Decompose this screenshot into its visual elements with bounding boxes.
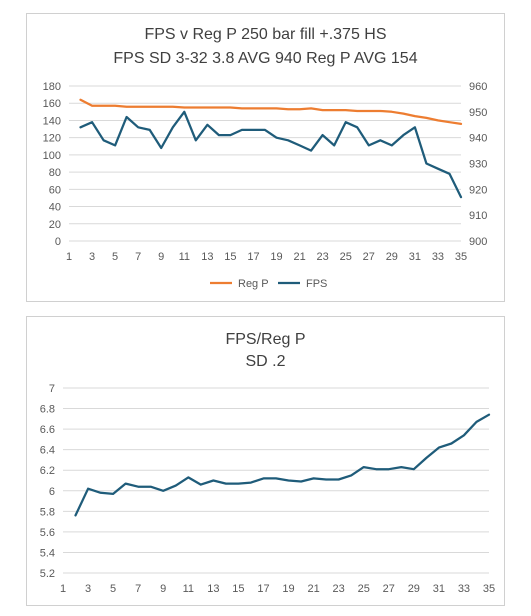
chart-1-plot: 0 20 40 60 80 100 120 140 160 180 900 910 920 930 940 9… bbox=[43, 81, 488, 290]
x-tick-label: 15 bbox=[232, 583, 244, 595]
y2-tick-label: 920 bbox=[469, 184, 487, 196]
x-tick-label: 5 bbox=[112, 251, 118, 263]
x-tick-label: 1 bbox=[66, 251, 72, 263]
x-tick-label: 27 bbox=[363, 251, 375, 263]
y-tick-label: 120 bbox=[43, 133, 61, 145]
series-line-fps bbox=[79, 110, 463, 199]
y-tick-label: 6 bbox=[49, 486, 55, 498]
x-tick-label: 17 bbox=[247, 251, 259, 263]
x-tick-label: 11 bbox=[179, 251, 190, 263]
x-tick-label: 17 bbox=[257, 583, 269, 595]
x-tick-label: 25 bbox=[358, 583, 370, 595]
y2-tick-label: 940 bbox=[469, 133, 487, 145]
x-tick-label: 21 bbox=[293, 251, 305, 263]
chart-title-line-1: FPS v Reg P 250 bar fill +.375 HS bbox=[144, 26, 387, 43]
x-tick-label: 31 bbox=[433, 583, 445, 595]
x-tick-label: 13 bbox=[201, 251, 213, 263]
y-tick-label: 7 bbox=[49, 383, 55, 395]
chart-panel-fps-regp: FPS v Reg P 250 bar fill +.375 HS FPS SD… bbox=[26, 13, 505, 302]
y-tick-label: 140 bbox=[43, 115, 61, 127]
y-tick-label: 5.6 bbox=[40, 527, 55, 539]
x-tick-label: 9 bbox=[158, 251, 164, 263]
x-tick-label: 7 bbox=[135, 583, 141, 595]
x-tick-label: 23 bbox=[317, 251, 329, 263]
x-tick-label: 25 bbox=[340, 251, 352, 263]
y-tick-label: 5.2 bbox=[40, 568, 55, 580]
x-tick-label: 11 bbox=[183, 583, 194, 595]
x-tick-label: 19 bbox=[270, 251, 282, 263]
chart-panel-fps-ratio: FPS/Reg P SD .2 5.2 5.4 5.6 5.8 6 6.2 6.4 6.6 6.… bbox=[26, 316, 505, 606]
chart-title-line-2: FPS SD 3-32 3.8 AVG 940 Reg P AVG 154 bbox=[113, 50, 418, 67]
x-tick-label: 13 bbox=[207, 583, 219, 595]
x-tick-label: 35 bbox=[483, 583, 495, 595]
y-tick-label: 160 bbox=[43, 98, 61, 110]
x-tick-label: 31 bbox=[409, 251, 421, 263]
series-line-0 bbox=[74, 413, 491, 517]
y2-tick-label: 930 bbox=[469, 159, 487, 171]
chart-2-plot: 5.25.45.65.866.26.46.66.871 3 5 7 9 11 13 15 17 1… bbox=[40, 383, 495, 595]
legend-label-reg-p: Reg P bbox=[238, 278, 269, 290]
x-tick-label: 33 bbox=[432, 251, 444, 263]
y2-tick-label: 950 bbox=[469, 107, 487, 119]
y-tick-label: 5.4 bbox=[40, 547, 55, 559]
x-tick-label: 3 bbox=[85, 583, 91, 595]
chart-title-line-2: SD .2 bbox=[245, 353, 286, 370]
x-tick-label: 9 bbox=[160, 583, 166, 595]
y2-tick-label: 960 bbox=[469, 81, 487, 93]
y-tick-label: 0 bbox=[55, 236, 61, 248]
x-tick-label: 5 bbox=[110, 583, 116, 595]
y-tick-label: 5.8 bbox=[40, 506, 55, 518]
x-tick-label: 7 bbox=[135, 251, 141, 263]
x-tick-label: 33 bbox=[458, 583, 470, 595]
x-tick-label: 19 bbox=[282, 583, 294, 595]
x-tick-label: 29 bbox=[408, 583, 420, 595]
x-tick-label: 35 bbox=[455, 251, 467, 263]
y-tick-label: 6.8 bbox=[40, 404, 55, 416]
y-tick-label: 6.4 bbox=[40, 445, 55, 457]
x-tick-label: 23 bbox=[333, 583, 345, 595]
y2-tick-label: 910 bbox=[469, 210, 487, 222]
x-tick-label: 29 bbox=[386, 251, 398, 263]
x-tick-label: 27 bbox=[383, 583, 395, 595]
series-line-reg-p bbox=[79, 98, 463, 126]
y-tick-label: 40 bbox=[49, 202, 61, 214]
y-tick-label: 80 bbox=[49, 167, 61, 179]
legend-label-fps: FPS bbox=[306, 278, 327, 290]
y2-tick-label: 900 bbox=[469, 236, 487, 248]
x-tick-label: 3 bbox=[89, 251, 95, 263]
chart-title-line-1: FPS/Reg P bbox=[225, 331, 306, 348]
x-tick-label: 15 bbox=[224, 251, 236, 263]
y-tick-label: 60 bbox=[49, 184, 61, 196]
x-tick-label: 21 bbox=[307, 583, 319, 595]
y-tick-label: 6.6 bbox=[40, 424, 55, 436]
y-tick-label: 6.2 bbox=[40, 465, 55, 477]
y-tick-label: 100 bbox=[43, 150, 61, 162]
x-tick-label: 1 bbox=[60, 583, 66, 595]
y-tick-label: 20 bbox=[49, 219, 61, 231]
y-tick-label: 180 bbox=[43, 81, 61, 93]
